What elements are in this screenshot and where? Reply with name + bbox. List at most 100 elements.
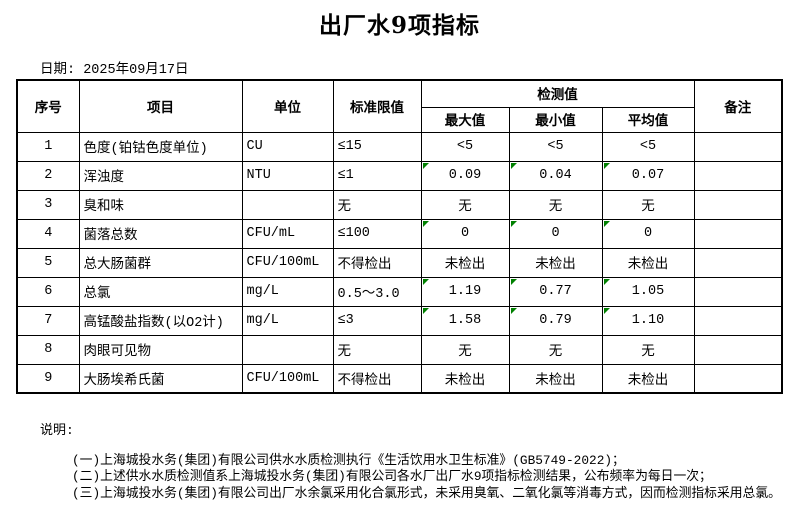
flag-triangle-icon — [603, 162, 610, 169]
max-value-cell: 1.58 — [420, 305, 510, 336]
avg-value-cell: 0.07 — [601, 160, 695, 191]
flag-triangle-icon — [603, 307, 610, 314]
remark-cell — [693, 334, 783, 365]
remark-cell — [693, 160, 783, 191]
unit-cell: CFU/100mL — [241, 247, 334, 278]
standard-limit-cell: ≤1 — [332, 160, 422, 191]
header-unit: 单位 — [241, 79, 334, 133]
table-row: 1 色度(铂钴色度单位) CU ≤15 <5 <5 <5 — [16, 131, 783, 162]
row-number-cell: 6 — [16, 276, 80, 307]
avg-value-cell: 1.10 — [601, 305, 695, 336]
min-value-cell: 无 — [508, 334, 603, 365]
max-value-cell: 0 — [420, 218, 510, 249]
min-value-cell: 0.79 — [508, 305, 603, 336]
standard-limit-cell: 无 — [332, 334, 422, 365]
report-date: 日期: 2025年09月17日 — [40, 63, 189, 78]
avg-value-cell: 0 — [601, 218, 695, 249]
table-row: 9 大肠埃希氏菌 CFU/100mL 不得检出 未检出 未检出 未检出 — [16, 363, 783, 394]
row-number-cell: 7 — [16, 305, 80, 336]
table-row: 5 总大肠菌群 CFU/100mL 不得检出 未检出 未检出 未检出 — [16, 247, 783, 278]
header-avg: 平均值 — [601, 106, 695, 133]
remark-cell — [693, 218, 783, 249]
min-value-cell: <5 — [508, 131, 603, 162]
table-header: 序号 项目 单位 标准限值 检测值 备注 最大值 最小值 平均值 — [16, 79, 783, 133]
avg-value-cell: 未检出 — [601, 247, 695, 278]
remark-cell — [693, 131, 783, 162]
max-value-cell: 未检出 — [420, 363, 510, 394]
max-value-cell: 0.09 — [420, 160, 510, 191]
item-name-cell: 高锰酸盐指数(以O2计) — [78, 305, 243, 336]
unit-cell: mg/L — [241, 276, 334, 307]
item-name-cell: 总氯 — [78, 276, 243, 307]
unit-cell: NTU — [241, 160, 334, 191]
row-number-cell: 9 — [16, 363, 80, 394]
table-row: 3 臭和味无无无无 — [16, 189, 783, 220]
flag-triangle-icon — [603, 220, 610, 227]
item-name-cell: 臭和味 — [78, 189, 243, 220]
flag-triangle-icon — [422, 162, 429, 169]
item-name-cell: 浑浊度 — [78, 160, 243, 191]
remark-cell — [693, 363, 783, 394]
table-body: 1 色度(铂钴色度单位) CU ≤15 <5 <5 <5 2 浑浊度 NTU ≤1 0.09 0.04 0… — [16, 131, 783, 394]
notes-label: 说明: — [40, 423, 74, 438]
standard-limit-cell: 不得检出 — [332, 363, 422, 394]
item-name-cell: 总大肠菌群 — [78, 247, 243, 278]
max-value-cell: 无 — [420, 189, 510, 220]
flag-triangle-icon — [510, 220, 517, 227]
row-number-cell: 3 — [16, 189, 80, 220]
min-value-cell: 0.04 — [508, 160, 603, 191]
avg-value-cell: <5 — [601, 131, 695, 162]
standard-limit-cell: 0.5～3.0 — [332, 276, 422, 307]
table-row: 8 肉眼可见物无无无无 — [16, 334, 783, 365]
remark-cell — [693, 247, 783, 278]
header-item: 项目 — [78, 79, 243, 133]
unit-cell: mg/L — [241, 305, 334, 336]
remark-cell — [693, 276, 783, 307]
header-detection-group: 检测值 — [420, 79, 695, 108]
standard-limit-cell: ≤15 — [332, 131, 422, 162]
min-value-cell: 0.77 — [508, 276, 603, 307]
row-number-cell: 5 — [16, 247, 80, 278]
table-row: 7 高锰酸盐指数(以O2计) mg/L ≤3 1.58 0.79 1.10 — [16, 305, 783, 336]
row-number-cell: 4 — [16, 218, 80, 249]
avg-value-cell: 未检出 — [601, 363, 695, 394]
max-value-cell: <5 — [420, 131, 510, 162]
header-limit: 标准限值 — [332, 79, 422, 133]
row-number-cell: 2 — [16, 160, 80, 191]
unit-cell — [241, 334, 334, 365]
unit-cell: CFU/mL — [241, 218, 334, 249]
table-row: 4 菌落总数 CFU/mL ≤100 0 0 0 — [16, 218, 783, 249]
item-name-cell: 大肠埃希氏菌 — [78, 363, 243, 394]
header-max: 最大值 — [420, 106, 510, 133]
item-name-cell: 色度(铂钴色度单位) — [78, 131, 243, 162]
min-value-cell: 未检出 — [508, 363, 603, 394]
note-line: (二)上述供水水质检测值系上海城投水务(集团)有限公司各水厂出厂水9项指标检测结… — [72, 469, 712, 485]
row-number-cell: 8 — [16, 334, 80, 365]
table-row: 2 浑浊度 NTU ≤1 0.09 0.04 0.07 — [16, 160, 783, 191]
flag-triangle-icon — [422, 220, 429, 227]
table-row: 6 总氯 mg/L 0.5～3.0 1.19 0.77 1.05 — [16, 276, 783, 307]
min-value-cell: 0 — [508, 218, 603, 249]
unit-cell: CFU/100mL — [241, 363, 334, 394]
max-value-cell: 未检出 — [420, 247, 510, 278]
remark-cell — [693, 189, 783, 220]
flag-triangle-icon — [422, 307, 429, 314]
avg-value-cell: 无 — [601, 334, 695, 365]
header-min: 最小值 — [508, 106, 603, 133]
row-number-cell: 1 — [16, 131, 80, 162]
max-value-cell: 无 — [420, 334, 510, 365]
unit-cell — [241, 189, 334, 220]
unit-cell: CU — [241, 131, 334, 162]
header-no: 序号 — [16, 79, 80, 133]
min-value-cell: 未检出 — [508, 247, 603, 278]
page-title: 出厂水9项指标 — [318, 12, 480, 39]
standard-limit-cell: 不得检出 — [332, 247, 422, 278]
standard-limit-cell: 无 — [332, 189, 422, 220]
flag-triangle-icon — [510, 162, 517, 169]
item-name-cell: 肉眼可见物 — [78, 334, 243, 365]
remark-cell — [693, 305, 783, 336]
item-name-cell: 菌落总数 — [78, 218, 243, 249]
avg-value-cell: 1.05 — [601, 276, 695, 307]
flag-triangle-icon — [422, 278, 429, 285]
standard-limit-cell: ≤100 — [332, 218, 422, 249]
